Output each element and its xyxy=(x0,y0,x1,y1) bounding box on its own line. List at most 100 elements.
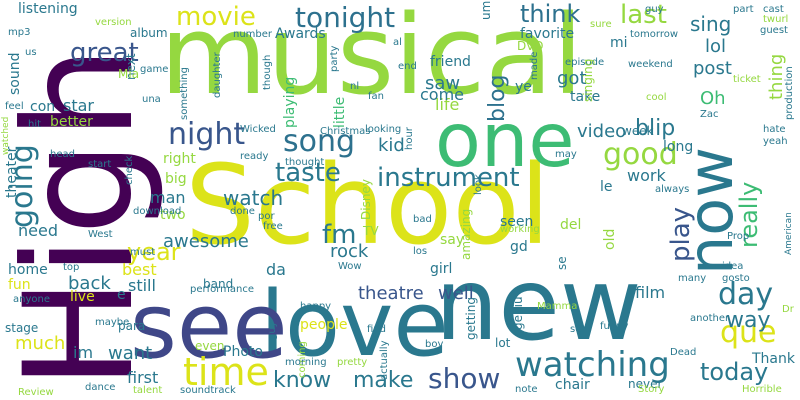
cloud-word: im xyxy=(73,343,94,362)
cloud-word: even xyxy=(195,339,225,353)
cloud-word: Disney xyxy=(359,179,373,220)
cloud-word: instrument xyxy=(377,163,520,193)
cloud-word: episode xyxy=(565,57,605,68)
cloud-word: got xyxy=(557,68,587,89)
cloud-word: version xyxy=(95,17,132,28)
cloud-word: Story xyxy=(638,384,665,395)
cloud-word: first xyxy=(127,368,159,387)
cloud-word: DVD xyxy=(517,39,544,53)
cloud-word: Thank xyxy=(752,351,795,367)
cloud-word: set xyxy=(570,324,586,335)
cloud-word: West xyxy=(88,229,113,240)
cloud-word: lol xyxy=(705,36,727,57)
cloud-word: hate xyxy=(763,124,786,135)
cloud-word: seen xyxy=(500,214,534,230)
cloud-word: por xyxy=(258,211,275,222)
cloud-word: fm xyxy=(322,220,357,250)
cloud-word: think xyxy=(520,0,581,28)
cloud-word: School xyxy=(185,141,551,269)
cloud-word: right xyxy=(163,151,196,167)
cloud-word: hour xyxy=(404,127,415,150)
cloud-word: idea xyxy=(722,261,744,272)
cloud-word: Wicked xyxy=(240,124,276,135)
cloud-word: still xyxy=(128,276,156,295)
cloud-word: know xyxy=(273,368,332,393)
cloud-word: mi xyxy=(610,35,628,51)
cloud-word: guy xyxy=(645,4,664,15)
cloud-word: part xyxy=(733,4,754,15)
cloud-word: party xyxy=(329,45,340,72)
cloud-word: start xyxy=(88,159,112,170)
cloud-word: Horrible xyxy=(742,384,782,395)
cloud-word: take xyxy=(570,89,601,105)
cloud-word: working xyxy=(500,224,540,235)
cloud-word: us xyxy=(25,47,37,58)
cloud-word: Dr xyxy=(782,304,794,315)
cloud-word: los xyxy=(413,246,428,257)
cloud-word: guest xyxy=(760,25,788,36)
cloud-word: em xyxy=(425,324,441,335)
cloud-word: post xyxy=(693,58,732,79)
cloud-word: show xyxy=(428,362,501,395)
cloud-word: gd xyxy=(510,239,528,255)
cloud-word: chair xyxy=(555,377,590,393)
cloud-word: happy xyxy=(300,301,332,312)
cloud-word: thought xyxy=(285,157,325,168)
cloud-word: saw xyxy=(425,73,461,94)
cloud-word: look xyxy=(473,174,484,195)
cloud-word: mp3 xyxy=(8,27,31,38)
cloud-word: find xyxy=(367,324,386,335)
cloud-word: ticket xyxy=(733,74,761,85)
cloud-word: watching xyxy=(515,345,670,385)
cloud-word: fun xyxy=(8,277,31,293)
cloud-word: man xyxy=(150,188,186,207)
cloud-word: another xyxy=(690,313,730,324)
cloud-word: ye xyxy=(515,79,532,95)
cloud-word: talent xyxy=(133,385,163,396)
cloud-word: geniu xyxy=(511,296,525,330)
cloud-word: anyone xyxy=(13,294,50,305)
cloud-word: musical xyxy=(160,0,584,119)
cloud-word: Awards xyxy=(275,26,326,42)
cloud-word: done xyxy=(230,206,255,217)
cloud-word: must xyxy=(130,247,156,258)
cloud-word: guy xyxy=(267,321,278,340)
cloud-word: sure xyxy=(590,19,612,30)
cloud-word: note xyxy=(515,384,538,395)
cloud-word: boy xyxy=(425,339,444,350)
cloud-word: say xyxy=(440,232,465,248)
cloud-word: end xyxy=(398,61,417,72)
cloud-word: friend xyxy=(430,54,471,70)
cloud-word: love xyxy=(260,272,449,377)
cloud-word: American xyxy=(784,212,794,255)
cloud-word: sound xyxy=(7,52,23,96)
cloud-word: Wow xyxy=(338,261,362,272)
cloud-word: looking xyxy=(365,124,402,135)
cloud-word: que xyxy=(720,315,777,350)
cloud-word: top xyxy=(63,262,80,273)
cloud-word: best xyxy=(122,260,157,279)
cloud-word: le xyxy=(600,179,613,195)
cloud-word: come xyxy=(420,85,465,104)
cloud-word: movie xyxy=(176,2,256,32)
cloud-word: morning xyxy=(285,357,327,368)
cloud-word: big xyxy=(165,171,187,187)
cloud-word: one xyxy=(435,96,575,184)
cloud-word: people xyxy=(300,317,348,333)
cloud-word: see xyxy=(130,274,288,379)
cloud-word: video xyxy=(577,121,627,142)
cloud-word: way xyxy=(726,308,771,333)
cloud-word: today xyxy=(700,358,769,386)
cloud-word: cool xyxy=(646,92,667,103)
cloud-word: free xyxy=(263,221,283,232)
cloud-word: make xyxy=(353,368,414,393)
cloud-word: tonight xyxy=(295,1,396,34)
cloud-word: funny xyxy=(600,321,629,332)
cloud-word: tomorrow xyxy=(630,29,679,40)
cloud-word: maybe xyxy=(95,317,130,328)
cloud-word: Review xyxy=(18,387,54,398)
cloud-word: rock xyxy=(330,241,369,262)
cloud-word: playing xyxy=(282,76,298,128)
cloud-word: favorite xyxy=(520,26,575,42)
